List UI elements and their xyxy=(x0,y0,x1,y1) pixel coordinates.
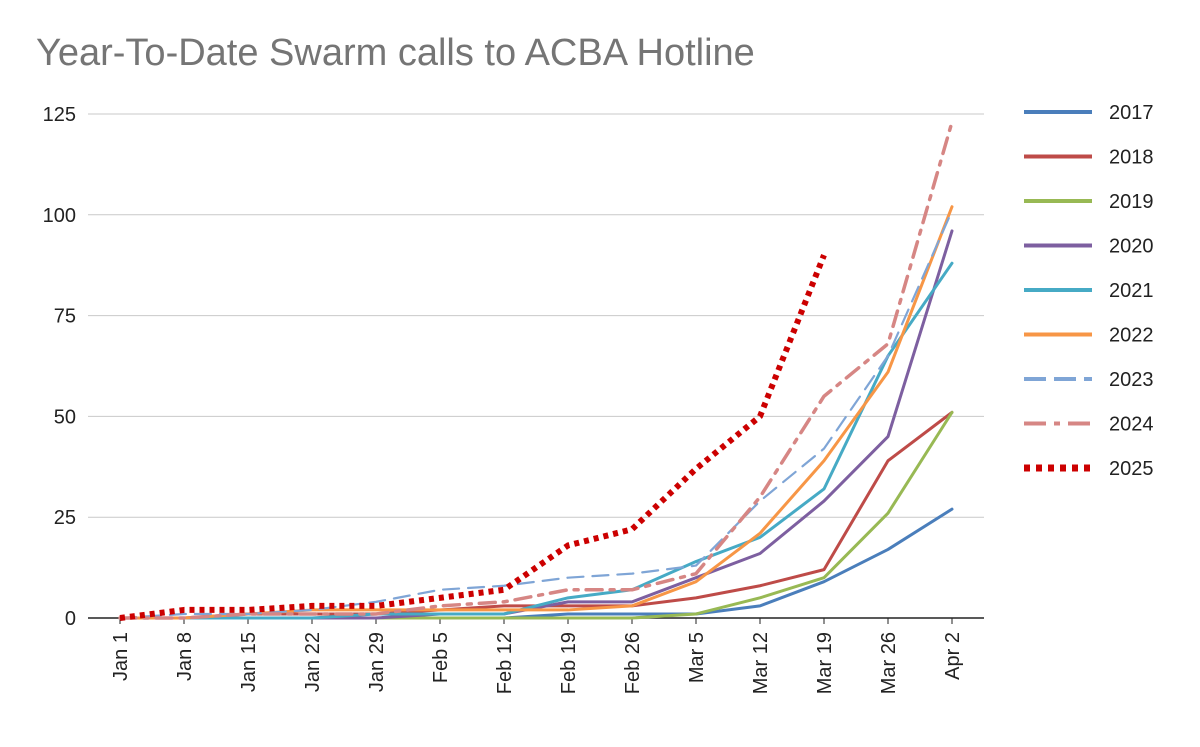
legend-label: 2025 xyxy=(1109,458,1154,480)
y-tick-label: 25 xyxy=(54,507,76,529)
legend-label: 2020 xyxy=(1109,236,1154,258)
x-tick-label: Jan 8 xyxy=(174,632,196,681)
legend-label: 2022 xyxy=(1109,325,1154,347)
series-line-2021 xyxy=(118,261,954,620)
y-tick-label: 75 xyxy=(54,306,76,328)
legend-label: 2023 xyxy=(1109,369,1154,391)
x-tick-label: Jan 1 xyxy=(110,632,132,681)
y-tick-label: 100 xyxy=(43,205,76,227)
x-tick-label: Jan 22 xyxy=(302,632,324,692)
x-tick-label: Mar 26 xyxy=(878,632,900,694)
x-tick-label: Mar 12 xyxy=(750,632,772,694)
y-tick-label: 125 xyxy=(43,104,76,126)
series-line-2024 xyxy=(118,120,954,620)
series-line-2025 xyxy=(119,254,827,621)
series-line-2022 xyxy=(118,205,954,620)
x-tick-label: Jan 15 xyxy=(238,632,260,692)
legend-label: 2021 xyxy=(1109,280,1154,302)
y-tick-label: 50 xyxy=(54,406,76,428)
legend-label: 2019 xyxy=(1109,191,1154,213)
y-tick-label: 0 xyxy=(65,608,76,630)
series-line-2023 xyxy=(118,209,954,620)
x-tick-label: Feb 19 xyxy=(558,632,580,694)
legend: 2017 2018 2019 2020 2021 2022 2023 2024 2025 xyxy=(1024,102,1154,480)
legend-label: 2018 xyxy=(1109,147,1154,169)
x-tick-label: Mar 5 xyxy=(686,632,708,683)
x-tick-label: Mar 19 xyxy=(814,632,836,694)
series-lines xyxy=(118,120,954,621)
legend-label: 2024 xyxy=(1109,414,1154,436)
x-tick-label: Feb 26 xyxy=(622,632,644,694)
chart-title: Year-To-Date Swarm calls to ACBA Hotline xyxy=(36,32,755,74)
x-tick-label: Feb 5 xyxy=(430,632,452,683)
legend-label: 2017 xyxy=(1109,102,1154,124)
x-tick-label: Jan 29 xyxy=(366,632,388,692)
x-tick-label: Apr 2 xyxy=(942,632,964,680)
x-tick-label: Feb 12 xyxy=(494,632,516,694)
grid-lines xyxy=(88,113,984,518)
series-line-2020 xyxy=(118,229,954,620)
